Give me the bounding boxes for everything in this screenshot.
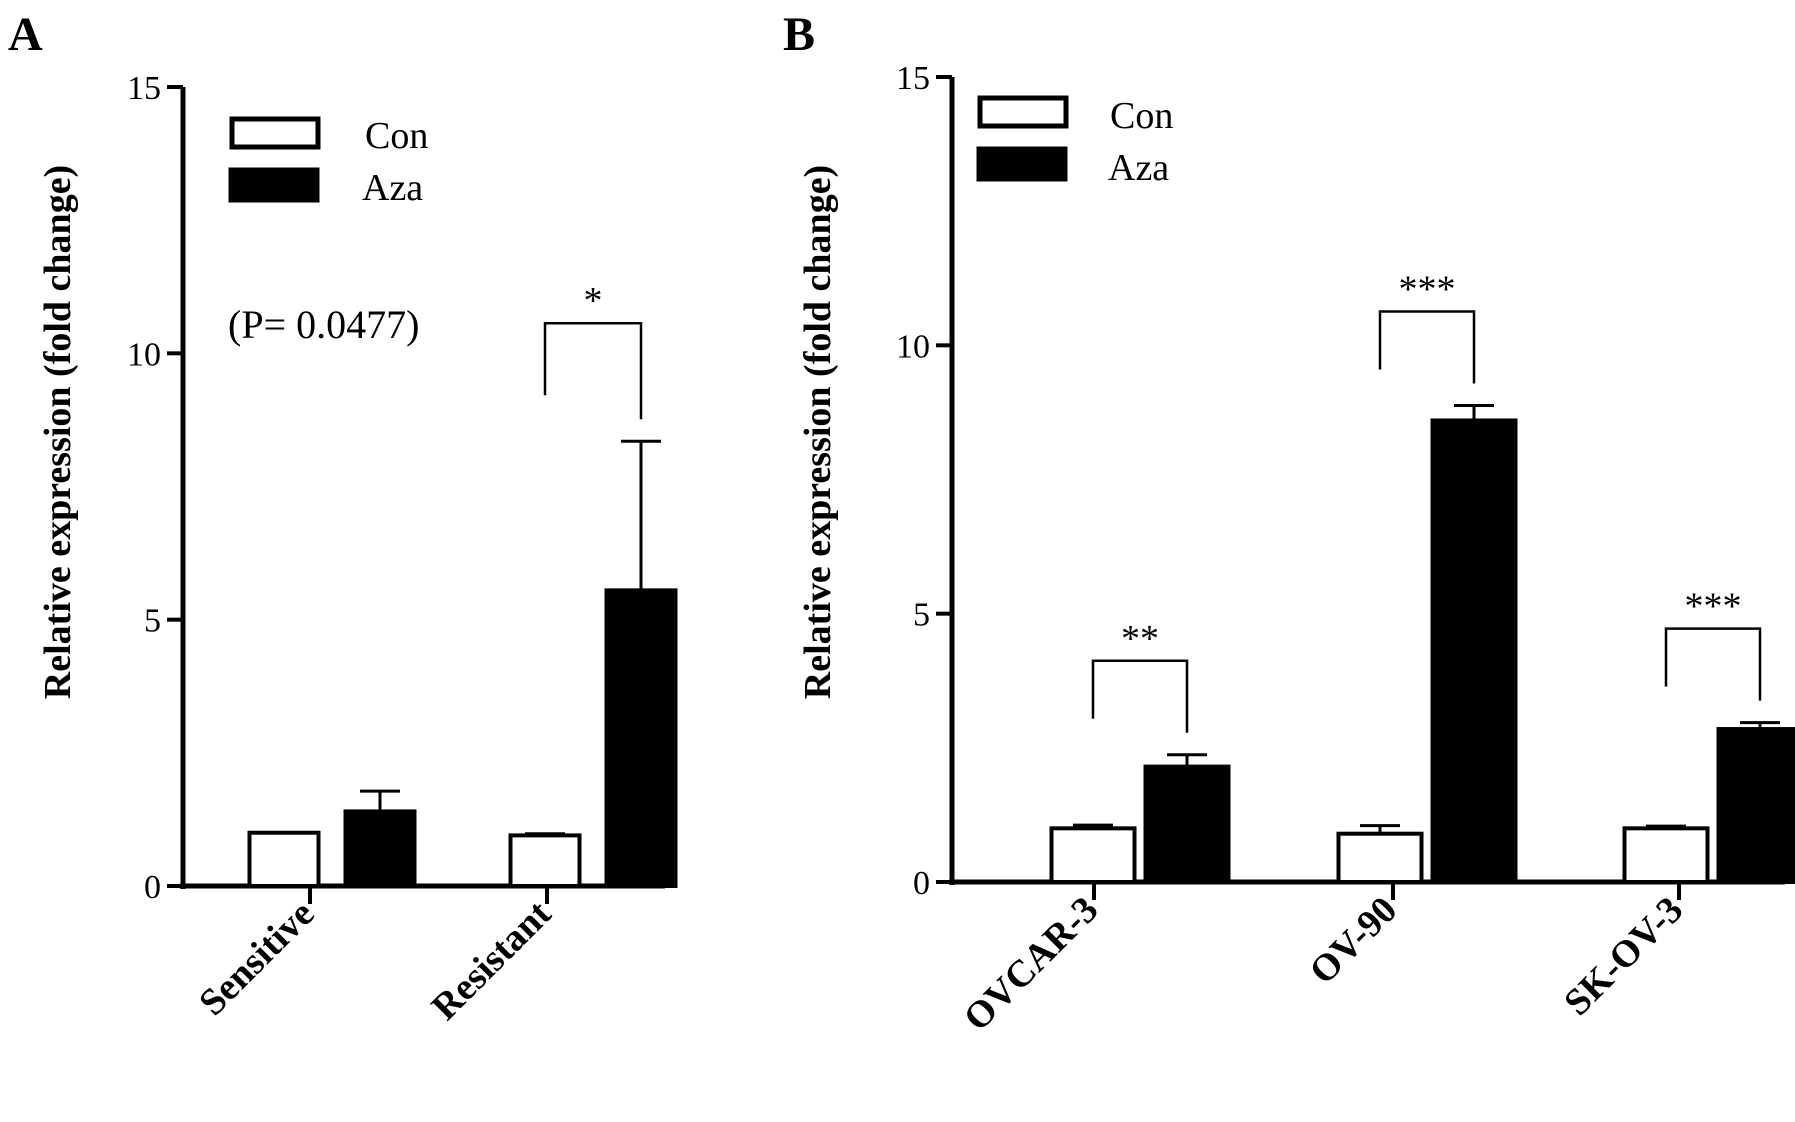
bar-con-sk-ov-3 bbox=[1622, 826, 1710, 884]
panel-a-p-value-note: (P= 0.0477) bbox=[228, 302, 419, 347]
significance-label: ** bbox=[1121, 618, 1159, 660]
bar-aza-resistant bbox=[604, 588, 678, 888]
y-tick-label: 5 bbox=[913, 597, 930, 634]
legend-aza-label: Aza bbox=[1108, 147, 1169, 189]
legend-con-label: Con bbox=[365, 115, 428, 157]
legend-aza-label: Aza bbox=[362, 167, 423, 209]
bar-con-ov-90 bbox=[1336, 831, 1424, 885]
y-tick-label: 10 bbox=[896, 328, 930, 365]
significance-label: *** bbox=[1685, 586, 1742, 628]
panel-a-letter: A bbox=[8, 8, 43, 61]
bar-aza-ov-90 bbox=[1430, 418, 1518, 884]
x-category-label: Resistant bbox=[424, 892, 560, 1028]
panel-b-legend: Con Aza bbox=[976, 95, 1173, 189]
significance-label: * bbox=[584, 280, 603, 322]
legend-aza-swatch bbox=[228, 167, 320, 203]
bar-con-resistant bbox=[508, 833, 582, 888]
legend-con-swatch bbox=[229, 116, 321, 150]
panel-b: B Relative expression (fold change) 0 5 10… bbox=[783, 8, 1795, 1039]
x-category-label: OV-90 bbox=[1302, 889, 1406, 993]
y-tick-label: 15 bbox=[896, 60, 930, 97]
bar-aza-sk-ov-3 bbox=[1716, 727, 1795, 884]
legend-con-label: Con bbox=[1110, 95, 1173, 137]
panel-b-letter: B bbox=[783, 8, 815, 61]
panel-a-plot: 0 5 10 15 Sensitive Resistant * bbox=[127, 70, 678, 1028]
legend-aza-swatch bbox=[976, 146, 1068, 182]
y-tick-label: 5 bbox=[144, 603, 161, 640]
panel-a-legend: Con Aza bbox=[228, 115, 428, 209]
panel-b-y-axis-label: Relative expression (fold change) bbox=[797, 165, 839, 699]
significance-bracket bbox=[543, 321, 643, 420]
legend-con-swatch bbox=[977, 95, 1069, 129]
x-category-label: Sensitive bbox=[191, 893, 322, 1024]
bar-con-sensitive bbox=[247, 830, 321, 889]
panel-a-y-axis-label: Relative expression (fold change) bbox=[37, 165, 79, 699]
x-category-label: OVCAR-3 bbox=[956, 889, 1107, 1040]
y-tick-label: 0 bbox=[913, 865, 930, 902]
y-tick-label: 10 bbox=[127, 336, 161, 373]
y-tick-label: 0 bbox=[144, 869, 161, 906]
significance-bracket bbox=[1378, 310, 1476, 384]
bar-aza-sensitive bbox=[343, 809, 417, 889]
panel-a: A Relative expression (fold change) 0 5 10… bbox=[8, 8, 678, 1028]
x-category-label: SK-OV-3 bbox=[1556, 889, 1691, 1024]
bar-con-ovcar-3 bbox=[1049, 826, 1137, 884]
bar-aza-ovcar-3 bbox=[1143, 764, 1231, 884]
significance-bracket bbox=[1664, 627, 1762, 701]
significance-bracket bbox=[1091, 659, 1189, 733]
significance-label: *** bbox=[1399, 268, 1456, 310]
y-tick-label: 15 bbox=[127, 70, 161, 107]
